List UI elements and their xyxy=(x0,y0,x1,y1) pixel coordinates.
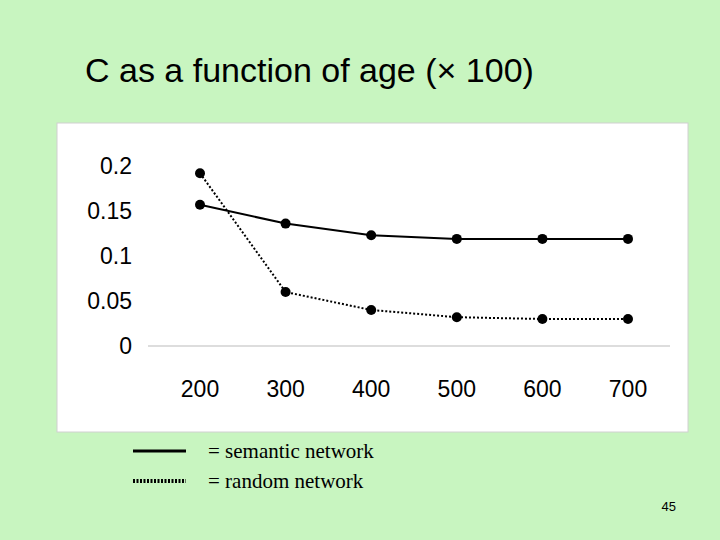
marker xyxy=(623,314,633,324)
legend-swatch xyxy=(133,479,186,483)
legend-label: = semantic network xyxy=(208,439,374,463)
marker xyxy=(537,314,547,324)
marker xyxy=(452,234,462,244)
y-tick xyxy=(142,256,146,257)
series-line xyxy=(200,173,628,319)
series-line xyxy=(200,205,628,239)
plot-panel xyxy=(57,123,688,432)
y-tick-label: 0 xyxy=(119,333,132,359)
marker xyxy=(281,219,291,229)
title: C as a function of age (× 100) xyxy=(85,51,534,89)
y-tick xyxy=(142,301,146,302)
marker xyxy=(623,234,633,244)
marker xyxy=(195,168,205,178)
page-number: 45 xyxy=(662,499,676,514)
y-tick-label: 0.15 xyxy=(87,198,132,224)
marker xyxy=(366,305,376,315)
data-group xyxy=(195,168,633,324)
x-tick-label: 500 xyxy=(438,376,476,402)
x-tick-label: 400 xyxy=(352,376,390,402)
y-tick xyxy=(142,211,146,212)
x-tick-label: 300 xyxy=(266,376,304,402)
y-tick-label: 0.2 xyxy=(100,153,132,179)
y-tick xyxy=(142,346,146,347)
x-tick-label: 600 xyxy=(523,376,561,402)
marker xyxy=(366,230,376,240)
y-tick-label: 0.1 xyxy=(100,243,132,269)
y-tick xyxy=(142,166,146,167)
marker xyxy=(537,234,547,244)
marker xyxy=(452,312,462,322)
legend-label: = random network xyxy=(208,469,364,493)
x-tick-label: 200 xyxy=(181,376,219,402)
x-tick-label: 700 xyxy=(609,376,647,402)
legend-swatch xyxy=(133,450,186,453)
marker xyxy=(281,287,291,297)
background xyxy=(0,0,720,540)
slide-canvas: C as a function of age (× 100) 0 0.05 0.1 0.… xyxy=(0,0,720,540)
x-axis-line xyxy=(148,346,670,347)
slide: C as a function of age (× 100) 0 0.05 0.1 0.… xyxy=(0,0,720,540)
marker xyxy=(195,200,205,210)
y-tick-label: 0.05 xyxy=(87,288,132,314)
